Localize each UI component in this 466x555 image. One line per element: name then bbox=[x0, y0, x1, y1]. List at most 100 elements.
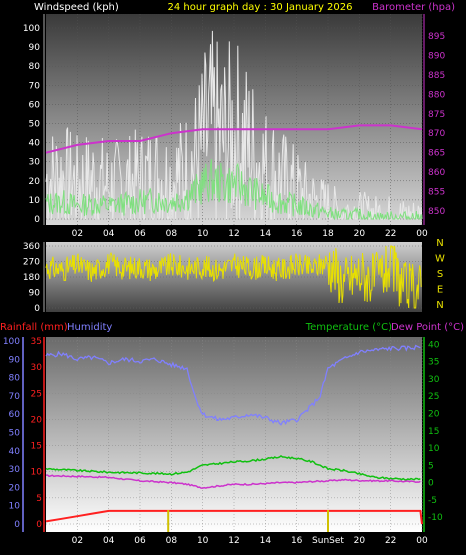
windspeed-label: Windspeed (kph) bbox=[34, 2, 119, 13]
humidity-tick-label: 50 bbox=[9, 429, 21, 439]
humidity-tick-label: 30 bbox=[9, 465, 21, 475]
humidity-tick-label: 90 bbox=[9, 355, 21, 365]
barometer-tick-label: 885 bbox=[428, 71, 445, 81]
rain-tick-label: 35 bbox=[31, 337, 42, 347]
barometer-tick-label: 875 bbox=[428, 110, 445, 120]
wind-average-line bbox=[45, 158, 423, 221]
humidity-tick-label: 80 bbox=[9, 374, 21, 384]
rain-tick-label: 20 bbox=[31, 415, 43, 425]
humidity-tick-label: 10 bbox=[9, 502, 21, 512]
barometer-tick-label: 860 bbox=[428, 168, 445, 178]
wind-y-tick-label: 20 bbox=[29, 177, 41, 187]
wind-x-tick-label: 22 bbox=[385, 229, 396, 239]
wind-y-tick-label: 90 bbox=[29, 43, 41, 53]
temperature-tick-label: -10 bbox=[428, 513, 443, 523]
wind-y-tick-label: 10 bbox=[29, 196, 41, 206]
temperature-tick-label: 30 bbox=[428, 375, 440, 385]
graph-title: 24 hour graph day : 30 January 2026 bbox=[168, 2, 353, 13]
wind-direction-line bbox=[45, 245, 422, 309]
humidity-tick-label: 20 bbox=[9, 483, 21, 493]
direction-compass-label: E bbox=[437, 285, 443, 296]
temp-x-tick-label: 14 bbox=[260, 536, 272, 546]
direction-y-tick-label: 270 bbox=[23, 258, 40, 268]
wind-x-tick-label: 10 bbox=[197, 229, 209, 239]
temp-x-tick-label: 08 bbox=[166, 536, 178, 546]
dewpoint-line bbox=[46, 474, 421, 489]
rain-tick-label: 5 bbox=[36, 494, 42, 504]
temp-x-tick-label: 00 bbox=[416, 536, 428, 546]
temp-x-tick-label: 02 bbox=[72, 536, 83, 546]
humidity-line bbox=[45, 344, 421, 426]
direction-panel-background bbox=[46, 242, 422, 312]
barometer-line bbox=[45, 124, 423, 154]
temperature-tick-label: 25 bbox=[428, 392, 439, 402]
wind-x-tick-label: 16 bbox=[291, 229, 303, 239]
humidity-tick-label: 100 bbox=[3, 337, 20, 347]
wind-y-tick-label: 0 bbox=[34, 215, 40, 225]
rain-tick-label: 10 bbox=[31, 468, 43, 478]
barometer-tick-label: 880 bbox=[428, 90, 445, 100]
humidity-label: Humidity bbox=[67, 322, 112, 333]
wind-y-tick-label: 70 bbox=[29, 81, 41, 91]
rain-tick-label: 30 bbox=[31, 363, 43, 373]
temperature-tick-label: 40 bbox=[428, 340, 440, 350]
direction-compass-label: N bbox=[436, 300, 443, 311]
barometer-tick-label: 865 bbox=[428, 149, 445, 159]
humidity-tick-label: 60 bbox=[9, 410, 21, 420]
temp-x-tick-label: 20 bbox=[354, 536, 366, 546]
wind-x-tick-label: 04 bbox=[103, 229, 115, 239]
barometer-label: Barometer (hpa) bbox=[372, 2, 455, 13]
direction-y-tick-label: 0 bbox=[34, 304, 40, 314]
wind-x-tick-label: 06 bbox=[134, 229, 146, 239]
wind-y-tick-label: 60 bbox=[29, 100, 41, 110]
temperature-tick-label: 10 bbox=[428, 444, 440, 454]
barometer-tick-label: 850 bbox=[428, 207, 445, 217]
barometer-tick-label: 890 bbox=[428, 51, 445, 61]
wind-x-tick-label: 02 bbox=[72, 229, 83, 239]
rainfall-line bbox=[45, 509, 423, 525]
wind-x-tick-label: 08 bbox=[166, 229, 178, 239]
rain-tick-label: 25 bbox=[31, 389, 42, 399]
wind-y-tick-label: 50 bbox=[29, 120, 41, 130]
temp-x-tick-label: 12 bbox=[228, 536, 239, 546]
dewpoint-label: Dew Point (°C) bbox=[391, 322, 464, 333]
temperature-tick-label: -5 bbox=[428, 496, 437, 506]
temperature-tick-label: 5 bbox=[428, 461, 434, 471]
barometer-tick-label: 855 bbox=[428, 188, 445, 198]
humidity-tick-label: 0 bbox=[14, 520, 20, 530]
temperature-tick-label: 35 bbox=[428, 358, 439, 368]
humidity-tick-label: 40 bbox=[9, 447, 21, 457]
temperature-tick-label: 20 bbox=[428, 410, 440, 420]
temp-x-tick-label: 16 bbox=[291, 536, 303, 546]
direction-y-tick-label: 360 bbox=[23, 242, 40, 252]
direction-compass-label: W bbox=[435, 254, 445, 265]
humidity-tick-label: 70 bbox=[9, 392, 21, 402]
wind-y-tick-label: 30 bbox=[29, 158, 41, 168]
wind-x-tick-label: 20 bbox=[354, 229, 366, 239]
temperature-tick-label: 0 bbox=[428, 479, 434, 489]
temperature-line bbox=[45, 454, 421, 481]
rain-tick-label: 15 bbox=[31, 442, 42, 452]
temp-x-tick-label: 06 bbox=[134, 536, 146, 546]
temperature-tick-label: 15 bbox=[428, 427, 439, 437]
direction-y-tick-label: 90 bbox=[29, 289, 41, 299]
wind-y-tick-label: 40 bbox=[29, 139, 41, 149]
rain-tick-label: 0 bbox=[36, 520, 42, 530]
wind-x-tick-label: 12 bbox=[228, 229, 239, 239]
direction-compass-label: S bbox=[437, 269, 443, 280]
wind-y-tick-label: 100 bbox=[23, 24, 40, 34]
wind-x-tick-label: 18 bbox=[322, 229, 334, 239]
barometer-tick-label: 870 bbox=[428, 129, 445, 139]
wind-gust-line bbox=[45, 30, 423, 221]
temp-x-tick-label: 10 bbox=[197, 536, 209, 546]
rainfall-label: Rainfall (mm) bbox=[0, 322, 68, 333]
wind-x-tick-label: 14 bbox=[260, 229, 272, 239]
wind-y-tick-label: 80 bbox=[29, 62, 41, 72]
temperature-label: Temperature (°C) bbox=[305, 322, 392, 333]
barometer-tick-label: 895 bbox=[428, 32, 445, 42]
temp-x-tick-label: 04 bbox=[103, 536, 115, 546]
temp-x-tick-label: 22 bbox=[385, 536, 396, 546]
temp-x-tick-label: SunSet bbox=[312, 536, 344, 546]
